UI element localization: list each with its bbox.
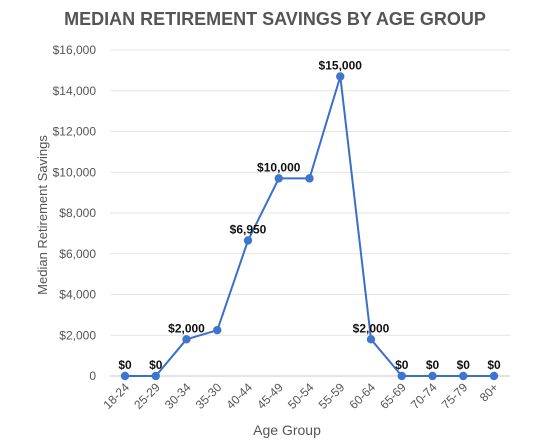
data-label: $0 (487, 358, 501, 372)
x-tick-label: 40-44 (224, 380, 256, 412)
data-point (274, 174, 283, 183)
data-point (459, 371, 468, 381)
x-axis-tick-labels: 18-24 25-29 30-34 35-30 40-44 45-49 50-54 55-59… (101, 380, 502, 412)
data-points (120, 72, 499, 381)
y-tick-label: $8,000 (59, 206, 96, 220)
data-label: $10,000 (257, 160, 301, 174)
y-tick-label: $10,000 (53, 165, 97, 179)
y-tick-label: $4,000 (59, 288, 96, 302)
x-tick-label: 80+ (477, 380, 501, 404)
data-label: $0 (426, 358, 440, 372)
x-tick-label: 35-30 (193, 380, 225, 412)
y-tick-label: $12,000 (53, 125, 97, 139)
data-label: $6,950 (230, 223, 267, 237)
x-tick-label: 45-49 (254, 380, 286, 412)
data-point (151, 371, 160, 381)
y-tick-label: 0 (89, 369, 96, 383)
data-point (120, 371, 130, 381)
chart-title: MEDIAN RETIREMENT SAVINGS BY AGE GROUP (64, 9, 486, 29)
gridlines (110, 49, 510, 336)
data-label: $0 (457, 358, 471, 372)
y-tick-label: $14,000 (53, 84, 97, 98)
data-point (428, 371, 437, 381)
data-point (213, 325, 222, 335)
data-point (489, 371, 499, 381)
x-tick-label: 18-24 (101, 380, 133, 412)
data-label: $15,000 (319, 58, 363, 72)
data-point (182, 335, 191, 344)
x-tick-label: 25-29 (131, 380, 163, 412)
x-tick-label: 50-54 (285, 380, 317, 412)
data-point (305, 174, 314, 183)
data-point (336, 72, 345, 81)
y-axis-tick-labels: 0 $2,000 $4,000 $6,000 $8,000 $10,000 $12,000 $… (53, 43, 97, 383)
x-tick-label: 55-59 (316, 380, 348, 412)
data-labels: $0 $0 $2,000 $6,950 $10,000 $15,000 $2,000 $0 $0… (118, 58, 501, 372)
y-tick-label: $2,000 (59, 328, 96, 342)
y-tick-label: $6,000 (59, 247, 96, 261)
x-tick-label: 65-69 (377, 380, 409, 412)
x-tick-label: 70-74 (408, 380, 440, 412)
x-tick-label: 75-79 (439, 380, 471, 412)
data-point (366, 335, 376, 344)
y-axis-label: Median Retirement Savings (35, 135, 50, 295)
data-point (397, 371, 406, 381)
data-label: $0 (395, 358, 409, 372)
x-axis-label: Age Group (253, 422, 321, 438)
x-tick-label: 60-64 (347, 380, 379, 412)
data-label: $2,000 (168, 321, 205, 335)
data-label: $0 (118, 358, 132, 372)
data-point (243, 236, 253, 245)
x-tick-label: 30-34 (162, 380, 194, 412)
data-label: $0 (149, 358, 163, 372)
y-tick-label: $16,000 (53, 43, 97, 57)
data-label: $2,000 (353, 321, 390, 335)
